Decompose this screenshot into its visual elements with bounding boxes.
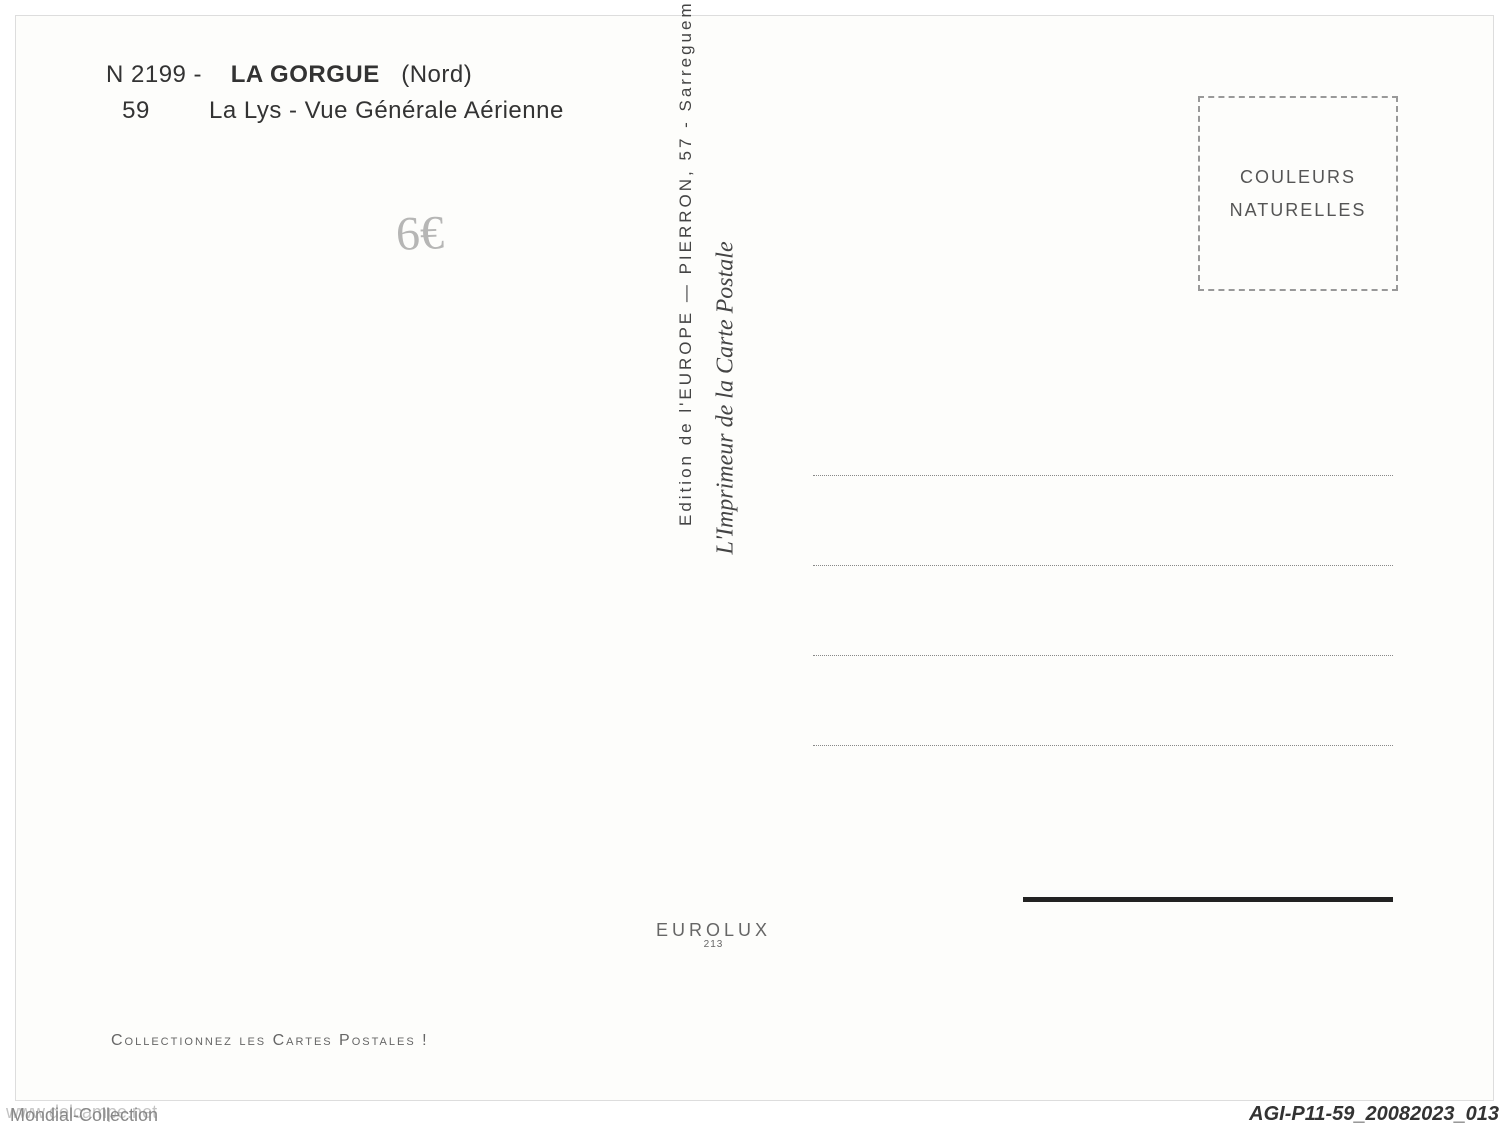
department-number: 59	[106, 97, 166, 125]
watermark-left: Mondial-Collection	[10, 1105, 158, 1126]
bottom-bar	[1023, 897, 1393, 902]
header-section: N 2199 - LA GORGUE (Nord) 59 La Lys - Vu…	[106, 61, 564, 125]
header-line-2: 59 La Lys - Vue Générale Aérienne	[106, 97, 564, 125]
tagline-text: L'Imprimeur de la Carte Postale	[713, 241, 740, 554]
subtitle: La Lys - Vue Générale Aérienne	[209, 97, 564, 124]
location-title: LA GORGUE	[231, 61, 380, 88]
header-line-1: N 2199 - LA GORGUE (Nord)	[106, 61, 564, 89]
address-line-4	[813, 656, 1393, 746]
stamp-text: COULEURS NATURELLES	[1230, 161, 1367, 226]
address-line-2	[813, 476, 1393, 566]
eurolux-mark: EUROLUX 213	[656, 920, 771, 950]
eurolux-main: EUROLUX	[656, 920, 771, 941]
watermark-right: AGI-P11-59_20082023_013	[1249, 1103, 1499, 1126]
reference-number: N 2199 -	[106, 61, 202, 88]
collect-message: Collectionnez les Cartes Postales !	[111, 1032, 429, 1050]
stamp-placeholder: COULEURS NATURELLES	[1198, 96, 1398, 291]
stamp-line-2: NATURELLES	[1230, 200, 1367, 220]
address-section	[813, 386, 1393, 746]
postcard-back: N 2199 - LA GORGUE (Nord) 59 La Lys - Vu…	[15, 15, 1494, 1101]
handwritten-price: 6€	[395, 205, 445, 262]
address-line-3	[813, 566, 1393, 656]
region: (Nord)	[401, 61, 472, 88]
publisher-text: Edition de l'EUROPE — PIERRON, 57 - Sarr…	[676, 0, 696, 526]
address-line-1	[813, 386, 1393, 476]
stamp-line-1: COULEURS	[1240, 167, 1356, 187]
